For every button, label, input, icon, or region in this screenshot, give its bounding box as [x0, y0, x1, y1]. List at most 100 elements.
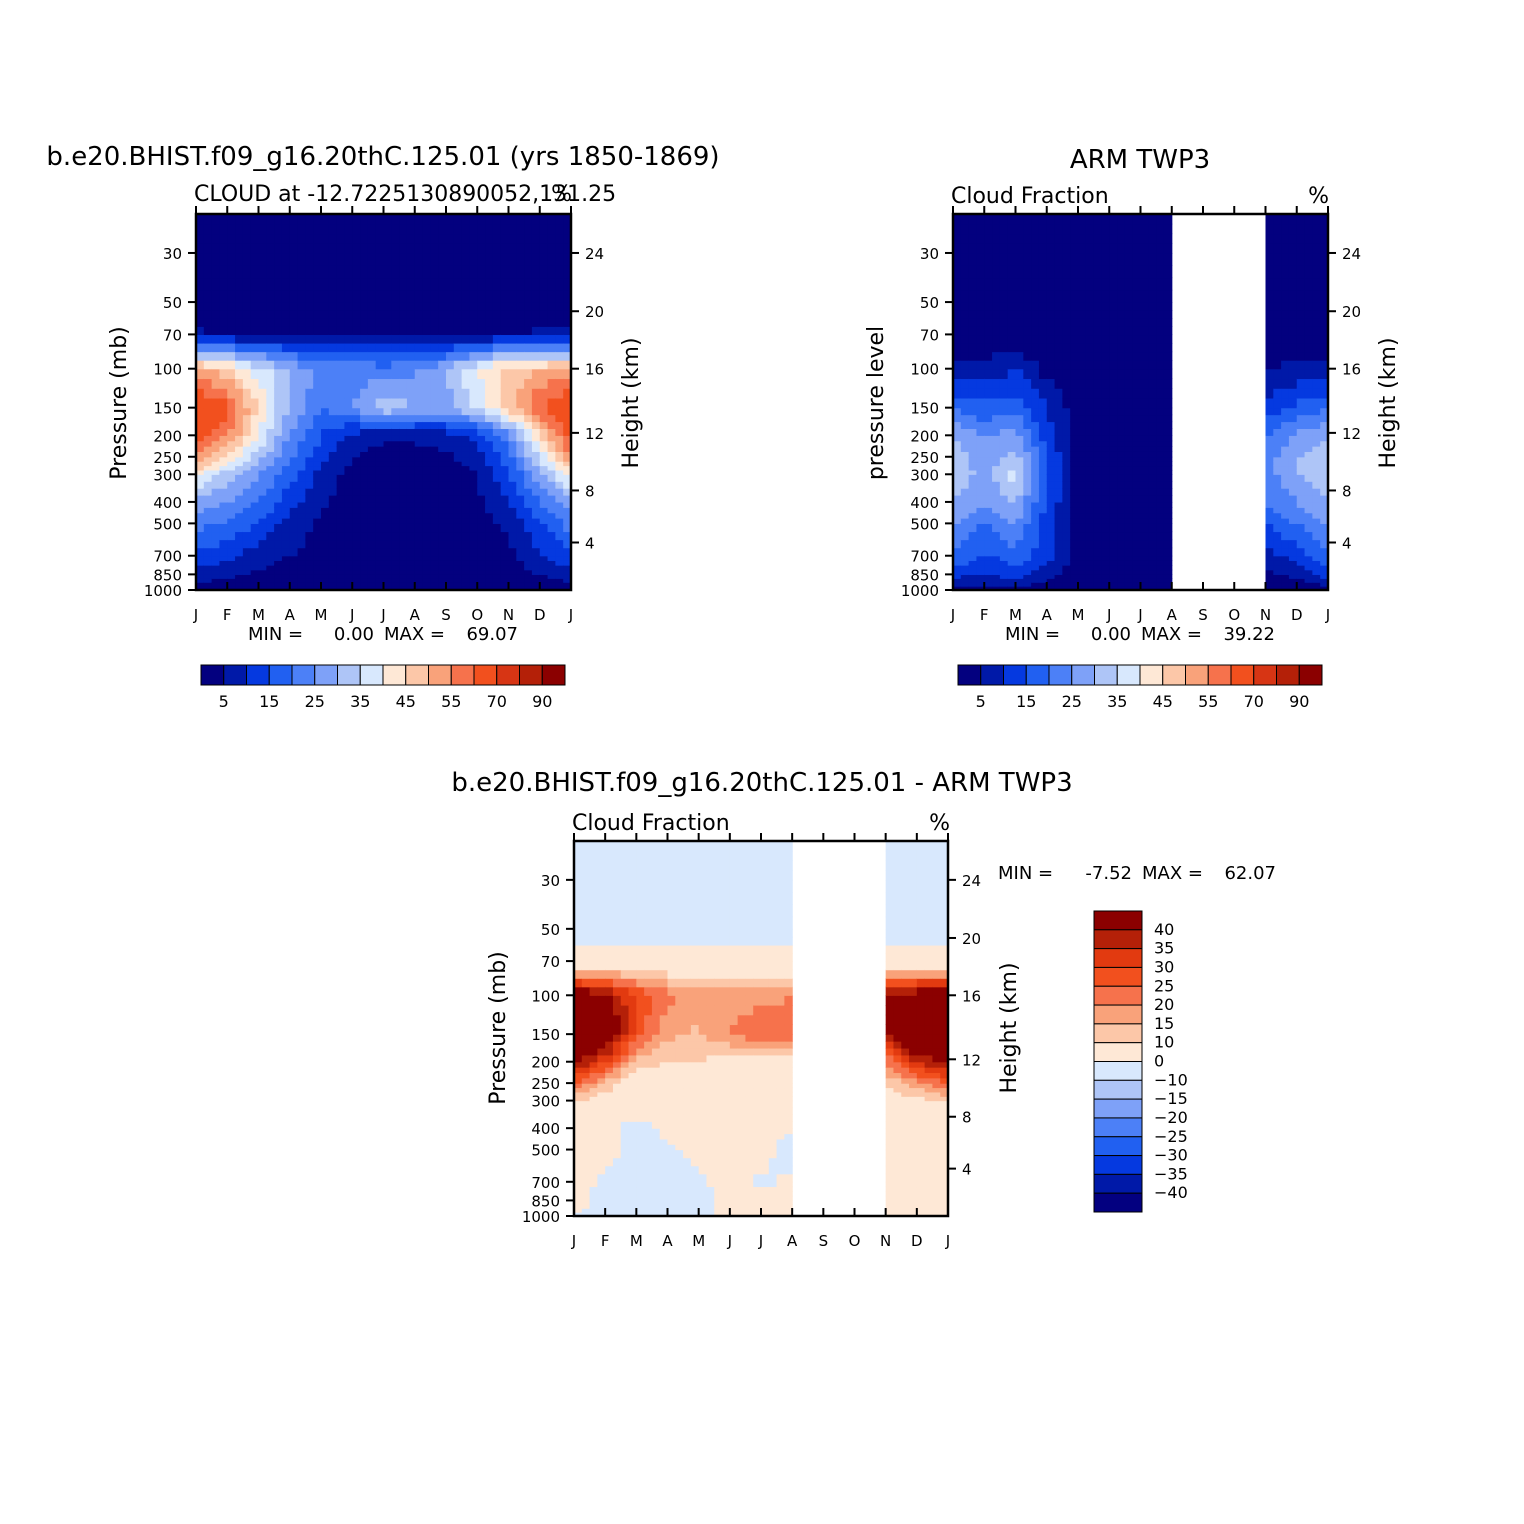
contour-cell: [612, 1165, 622, 1175]
contour-cell: [555, 512, 564, 519]
contour-cell: [1163, 223, 1173, 235]
contour-cell: [953, 539, 962, 549]
contour-cell: [313, 474, 322, 482]
contour-cell: [628, 1208, 637, 1213]
contour-cell: [1023, 388, 1032, 399]
contour-cell: [628, 1181, 637, 1188]
contour-cell: [1093, 388, 1103, 399]
contour-cell: [589, 1157, 598, 1167]
contour-cell: [524, 469, 533, 475]
contour-cell: [589, 969, 598, 979]
contour-cell: [960, 569, 970, 575]
contour-cell: [1007, 565, 1017, 571]
contour-cell: [1038, 465, 1048, 471]
contour-cell: [555, 539, 564, 549]
contour-cell: [999, 501, 1009, 508]
contour-cell: [1078, 342, 1087, 353]
contour-cell: [1101, 318, 1110, 327]
contour-cell: [1054, 474, 1063, 482]
y-tick-label: 70: [163, 326, 182, 344]
contour-cell: [485, 360, 494, 370]
contour-cell: [367, 265, 377, 279]
contour-cell: [321, 342, 330, 353]
contour-cell: [1132, 265, 1142, 279]
contour-cell: [1296, 555, 1306, 561]
contour-cell: [360, 512, 369, 519]
contour-cell: [430, 574, 439, 579]
contour-cell: [313, 465, 322, 471]
contour-cell: [235, 388, 244, 399]
contour-cell: [258, 474, 267, 482]
contour-cell: [196, 421, 205, 429]
contour-cell: [1070, 555, 1079, 561]
contour-cell: [984, 451, 993, 458]
contour-cell: [250, 233, 260, 244]
contour-cell: [360, 223, 369, 235]
contour-cell: [485, 378, 494, 389]
contour-cell: [391, 243, 400, 254]
contour-cell: [620, 1157, 630, 1167]
contour-cell: [469, 334, 478, 344]
contour-cell: [508, 569, 517, 575]
contour-cell: [953, 421, 962, 429]
contour-cell: [1007, 582, 1017, 587]
contour-cell: [1117, 474, 1126, 482]
contour-cell: [1054, 565, 1063, 571]
contour-cell: [612, 860, 622, 871]
contour-cell: [508, 465, 517, 471]
contour-cell: [352, 318, 361, 327]
contour-cell: [391, 474, 400, 482]
contour-cell: [589, 978, 598, 988]
contour-cell: [203, 302, 213, 311]
contour-cell: [547, 560, 556, 566]
contour-cell: [1109, 456, 1118, 462]
contour-cell: [250, 334, 260, 344]
contour-cell: [446, 531, 455, 541]
contour-cell: [597, 1157, 606, 1167]
contour-cell: [597, 1114, 606, 1122]
contour-cell: [321, 474, 330, 482]
contour-cell: [344, 414, 353, 423]
contour-cell: [235, 574, 244, 579]
contour-cell: [1288, 440, 1298, 447]
contour-cell: [469, 507, 478, 514]
contour-cell: [1101, 223, 1110, 235]
contour-cell: [367, 531, 377, 541]
contour-cell: [461, 456, 471, 462]
contour-cell: [469, 388, 478, 399]
contour-cell: [500, 233, 510, 244]
contour-cell: [352, 456, 361, 462]
contour-cell: [1015, 368, 1024, 380]
contour-cell: [589, 1144, 598, 1151]
contour-cell: [1054, 465, 1063, 471]
contour-cell: [1124, 501, 1134, 508]
contour-cell: [1054, 351, 1063, 361]
contour-cell: [274, 233, 283, 244]
contour-cell: [1023, 310, 1032, 319]
contour-cell: [469, 342, 478, 353]
contour-cell: [555, 586, 564, 591]
contour-cell: [399, 586, 408, 591]
contour-cell: [1093, 446, 1103, 452]
contour-cell: [1085, 507, 1095, 514]
contour-cell: [344, 421, 353, 429]
contour-cell: [242, 277, 252, 291]
contour-cell: [1038, 565, 1048, 571]
contour-cell: [1015, 507, 1024, 514]
contour-cell: [1109, 501, 1118, 508]
contour-cell: [555, 289, 564, 303]
x-tick-label: M: [252, 606, 265, 624]
contour-cell: [1117, 435, 1126, 442]
contour-cell: [453, 501, 463, 508]
contour-cell: [430, 223, 439, 235]
contour-cell: [399, 560, 408, 566]
contour-cell: [1031, 555, 1040, 561]
contour-cell: [539, 360, 549, 370]
contour-cell: [344, 555, 353, 561]
contour-cell: [1312, 428, 1321, 436]
contour-cell: [1117, 488, 1126, 496]
contour-cell: [336, 582, 346, 587]
contour-cell: [1101, 214, 1110, 225]
contour-cell: [1054, 310, 1063, 319]
contour-cell: [1062, 547, 1071, 557]
